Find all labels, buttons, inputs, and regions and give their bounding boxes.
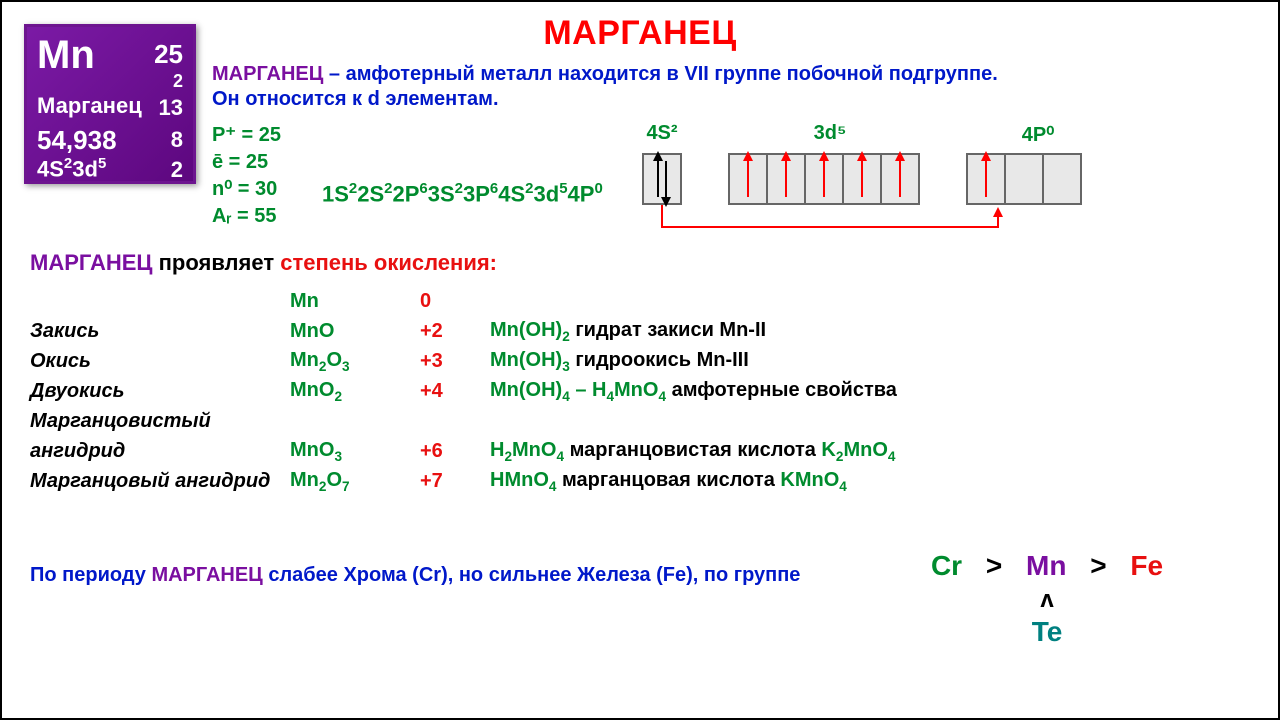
- oxidation-row: ДвуокисьMnO2+4Mn(OH)4 – H4MnO4 амфотерны…: [30, 376, 1250, 406]
- orbital-connector: [642, 203, 1202, 243]
- oxid-state: 0: [420, 290, 490, 313]
- oxid-formula: MnO2: [290, 379, 420, 404]
- orbital-cell: [766, 153, 806, 205]
- oxid-name: Марганцовистый: [30, 410, 290, 433]
- orb-label-3d: 3d⁵: [730, 122, 930, 147]
- slide-frame: МАРГАНЕЦ Mn 25 2 Марганец 13 54,938 8 4S…: [0, 0, 1280, 720]
- orb-label-4p: 4P⁰: [978, 122, 1098, 147]
- orbital-cell: [804, 153, 844, 205]
- oxid-state: +3: [420, 350, 490, 373]
- param-protons: P⁺ = 25: [212, 122, 281, 149]
- compare-cr: Cr: [931, 550, 962, 581]
- param-mass: Aᵣ = 55: [212, 203, 281, 230]
- intro-line1: – амфотерный металл находится в VII груп…: [323, 63, 997, 85]
- bottom-3: слабее Хрома (Cr), но сильнее Железа (Fe…: [263, 564, 801, 586]
- page-title: МАРГАНЕЦ: [26, 14, 1254, 53]
- oxid-state: +4: [420, 380, 490, 403]
- orbital-cell: [842, 153, 882, 205]
- oxid-head-3: степень окисления:: [280, 250, 497, 275]
- oxid-extra: Mn(OH)2 гидрат закиси Mn-II: [490, 319, 1250, 344]
- intro-word: МАРГАНЕЦ: [212, 63, 323, 85]
- oxid-formula: Mn: [290, 290, 420, 313]
- bottom-1: По периоду: [30, 564, 151, 586]
- strength-compare: Cr > Mn > Fe ᴧ Te: [882, 550, 1212, 648]
- compare-fe: Fe: [1130, 550, 1163, 581]
- oxid-extra: H2MnO4 марганцовистая кислота K2MnO4: [490, 439, 1250, 464]
- orbital-diagram: 4S² 3d⁵ 4P⁰: [642, 122, 1202, 248]
- tile-mass: 54,938: [37, 125, 117, 156]
- oxid-name: ангидрид: [30, 440, 290, 463]
- orbital-group: [642, 153, 680, 205]
- oxid-state: +2: [420, 320, 490, 343]
- oxid-head-2: проявляет: [153, 250, 281, 275]
- orbital-cell: [728, 153, 768, 205]
- intro-line2: Он относится к d элементам.: [212, 88, 499, 110]
- oxid-extra: Mn(OH)4 – H4MnO4 амфотерные свойства: [490, 379, 1250, 404]
- oxid-name: Закись: [30, 320, 290, 343]
- orbital-cell: [966, 153, 1006, 205]
- element-tile: Mn 25 2 Марганец 13 54,938 8 4S23d5 2: [24, 24, 196, 184]
- compare-caret: ᴧ: [882, 586, 1212, 614]
- compare-gt1: >: [986, 550, 1002, 581]
- oxidation-row: Марганцовый ангидридMn2O7+7HMnO4 марганц…: [30, 466, 1250, 496]
- electron-config: 1S22S22P63S23P64S23d54P0: [322, 180, 603, 207]
- tile-symbol: Mn: [37, 33, 95, 78]
- param-electrons: ē = 25: [212, 149, 281, 176]
- oxid-name: Окись: [30, 350, 290, 373]
- tile-shell-d: 2: [171, 157, 183, 183]
- param-neutrons: n⁰ = 30: [212, 176, 281, 203]
- intro-text: МАРГАНЕЦ – амфотерный металл находится в…: [212, 62, 1242, 112]
- atom-params: P⁺ = 25 ē = 25 n⁰ = 30 Aᵣ = 55: [212, 122, 281, 230]
- orb-label-4s: 4S²: [642, 122, 682, 147]
- compare-mn: Mn: [1026, 550, 1066, 581]
- oxid-name: Двуокись: [30, 380, 290, 403]
- oxidation-table: Mn0ЗакисьMnO+2Mn(OH)2 гидрат закиси Mn-I…: [30, 286, 1250, 496]
- oxidation-row: ОкисьMn2O3+3Mn(OH)3 гидроокись Mn-III: [30, 346, 1250, 376]
- orbital-group: [728, 153, 918, 205]
- compare-te: Te: [882, 616, 1212, 648]
- oxid-head-1: МАРГАНЕЦ: [30, 250, 153, 275]
- oxid-extra: HMnO4 марганцовая кислота KMnO4: [490, 469, 1250, 494]
- compare-gt2: >: [1090, 550, 1106, 581]
- tile-atomic-number: 25: [154, 39, 183, 70]
- oxidation-row: Марганцовистый: [30, 406, 1250, 436]
- orbital-cell: [1042, 153, 1082, 205]
- oxidation-row: ЗакисьMnO+2Mn(OH)2 гидрат закиси Mn-II: [30, 316, 1250, 346]
- oxidation-row: Mn0: [30, 286, 1250, 316]
- oxidation-heading: МАРГАНЕЦ проявляет степень окисления:: [30, 250, 497, 276]
- tile-shell-c: 8: [171, 127, 183, 153]
- oxid-name: Марганцовый ангидрид: [30, 470, 290, 493]
- tile-name: Марганец: [37, 93, 142, 119]
- oxid-state: +6: [420, 440, 490, 463]
- oxid-formula: Mn2O7: [290, 469, 420, 494]
- orbital-group: [966, 153, 1080, 205]
- tile-shell-b: 13: [159, 95, 183, 121]
- tile-shell-a: 2: [173, 71, 183, 92]
- oxid-formula: Mn2O3: [290, 349, 420, 374]
- period-comparison-text: По периоду МАРГАНЕЦ слабее Хрома (Cr), н…: [30, 562, 810, 589]
- oxid-formula: MnO3: [290, 439, 420, 464]
- oxid-state: +7: [420, 470, 490, 493]
- bottom-2: МАРГАНЕЦ: [151, 564, 262, 586]
- orbital-cell: [642, 153, 682, 205]
- oxid-extra: Mn(OH)3 гидроокись Mn-III: [490, 349, 1250, 374]
- oxidation-row: ангидридMnO3+6H2MnO4 марганцовистая кисл…: [30, 436, 1250, 466]
- oxid-formula: MnO: [290, 320, 420, 343]
- tile-econf: 4S23d5: [37, 155, 106, 182]
- orbital-cell: [1004, 153, 1044, 205]
- orbital-cell: [880, 153, 920, 205]
